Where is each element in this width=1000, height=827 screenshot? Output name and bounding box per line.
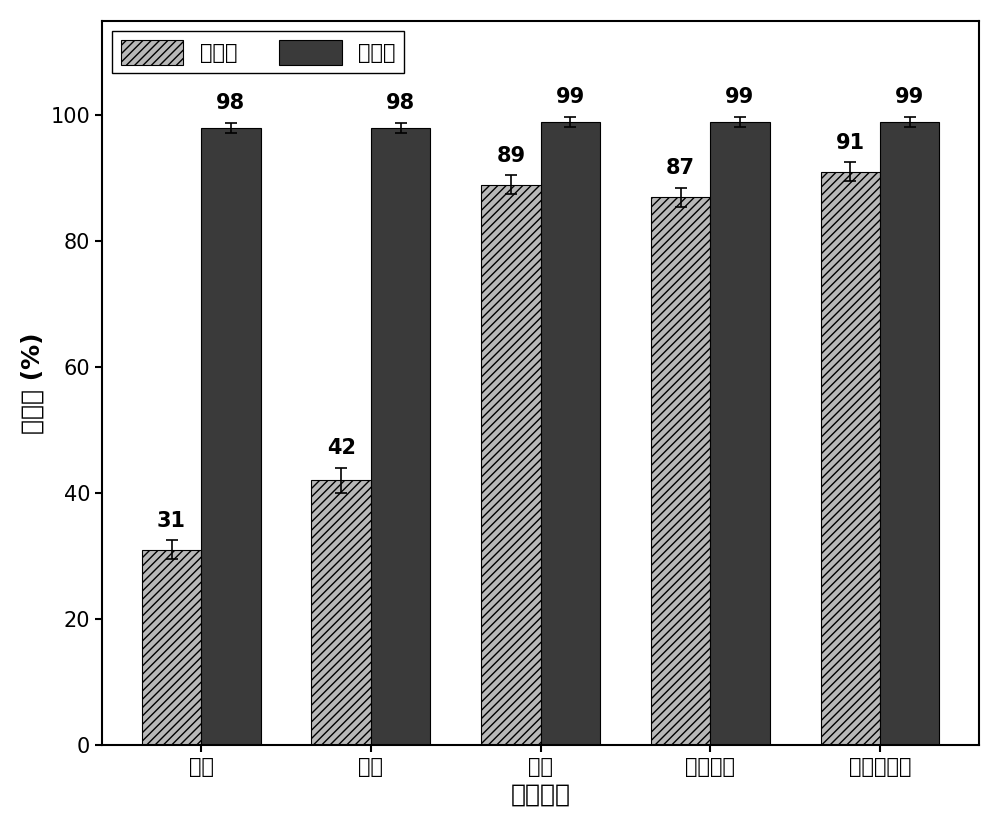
X-axis label: 气体氛围: 气体氛围 [511, 782, 571, 806]
Text: 89: 89 [496, 146, 525, 165]
Bar [201, 128, 261, 745]
Bar [311, 480, 371, 745]
Text: 98: 98 [386, 93, 415, 113]
Bar [142, 550, 201, 745]
Text: 99: 99 [895, 87, 924, 107]
Text: 99: 99 [725, 87, 755, 107]
Bar [541, 122, 600, 745]
Text: 99: 99 [556, 87, 585, 107]
Text: 42: 42 [327, 438, 356, 458]
Bar [481, 184, 541, 745]
Text: 98: 98 [216, 93, 245, 113]
Legend: 黄铁矿, 方铅矿: 黄铁矿, 方铅矿 [112, 31, 404, 74]
Bar [821, 172, 880, 745]
Bar [371, 128, 430, 745]
Text: 91: 91 [836, 133, 865, 153]
Text: 87: 87 [666, 158, 695, 179]
Y-axis label: 回收率 (%): 回收率 (%) [21, 332, 45, 433]
Bar [651, 197, 710, 745]
Bar [710, 122, 770, 745]
Text: 31: 31 [157, 511, 186, 531]
Bar [880, 122, 939, 745]
